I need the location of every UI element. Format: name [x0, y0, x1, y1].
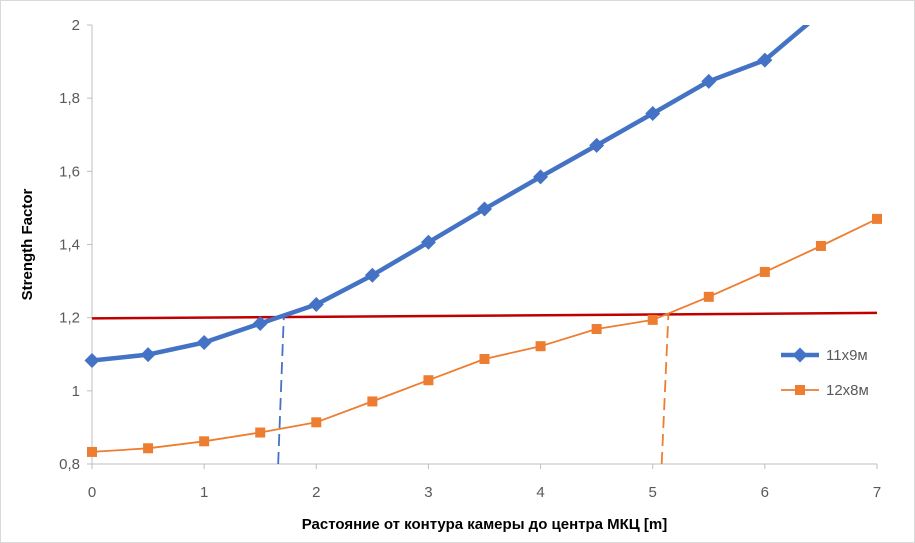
x-tick-label: 0	[88, 484, 96, 501]
x-axis-title: Растояние от контура камеры до центра МК…	[302, 516, 668, 533]
x-tick-label: 2	[312, 484, 320, 501]
series-11x9	[84, 25, 811, 368]
y-tick-label: 2	[72, 17, 80, 34]
data-point	[647, 314, 658, 325]
data-point	[140, 347, 156, 363]
data-point	[143, 443, 154, 454]
data-point	[255, 427, 266, 438]
data-point	[815, 240, 826, 251]
data-point	[423, 375, 434, 386]
data-point	[308, 296, 324, 312]
y-tick-label: 0,8	[59, 456, 80, 473]
data-point	[252, 316, 268, 332]
y-tick-label: 1,8	[59, 90, 80, 107]
legend: 11х9м 12х8м	[781, 347, 869, 399]
legend-marker-12x8	[795, 385, 805, 395]
data-point	[872, 213, 882, 224]
data-point	[199, 436, 210, 447]
data-point	[479, 354, 490, 365]
data-point	[196, 335, 212, 351]
legend-item-12x8: 12х8м	[781, 382, 869, 399]
series-line	[92, 218, 877, 453]
drop-line-11x9	[277, 317, 285, 465]
series-12x8	[87, 213, 882, 457]
drop-line-12x8	[660, 313, 670, 465]
x-tick-label: 4	[536, 484, 544, 501]
data-point	[420, 234, 436, 250]
reference-lines	[91, 311, 878, 465]
y-tick-label: 1,2	[59, 310, 80, 327]
series-layer	[84, 25, 882, 457]
legend-item-11x9: 11х9м	[781, 347, 868, 364]
data-point	[757, 52, 773, 68]
data-point	[759, 266, 770, 277]
data-point	[364, 267, 380, 283]
data-point	[87, 446, 97, 457]
series-line	[92, 25, 811, 363]
legend-label-12x8: 12х8м	[826, 382, 869, 399]
x-tick-label: 1	[200, 484, 208, 501]
axes	[87, 24, 878, 469]
x-tick-label: 7	[873, 484, 881, 501]
data-point	[367, 396, 378, 407]
x-tick-label: 3	[424, 484, 432, 501]
data-point	[645, 106, 661, 122]
legend-label-11x9: 11х9м	[826, 347, 868, 364]
data-point	[701, 73, 717, 89]
x-tick-label: 6	[761, 484, 769, 501]
data-point	[591, 324, 602, 335]
threshold-line	[91, 311, 878, 320]
data-point	[477, 201, 492, 217]
tick-labels: 0,8 1 1,2 1,4 1,6 1,8 2 0 1 2 3 4 5 6 7	[59, 17, 881, 501]
legend-marker-11x9	[792, 347, 808, 363]
data-point	[535, 341, 546, 352]
x-tick-label: 5	[649, 484, 657, 501]
y-tick-label: 1	[72, 383, 80, 400]
y-tick-label: 1,4	[59, 237, 80, 254]
data-point	[703, 291, 714, 302]
y-axis-title: Strength Factor	[19, 189, 36, 301]
y-tick-label: 1,6	[59, 163, 80, 180]
data-point	[84, 352, 100, 368]
data-point	[533, 169, 549, 185]
data-point	[589, 137, 605, 153]
data-point	[311, 417, 322, 428]
